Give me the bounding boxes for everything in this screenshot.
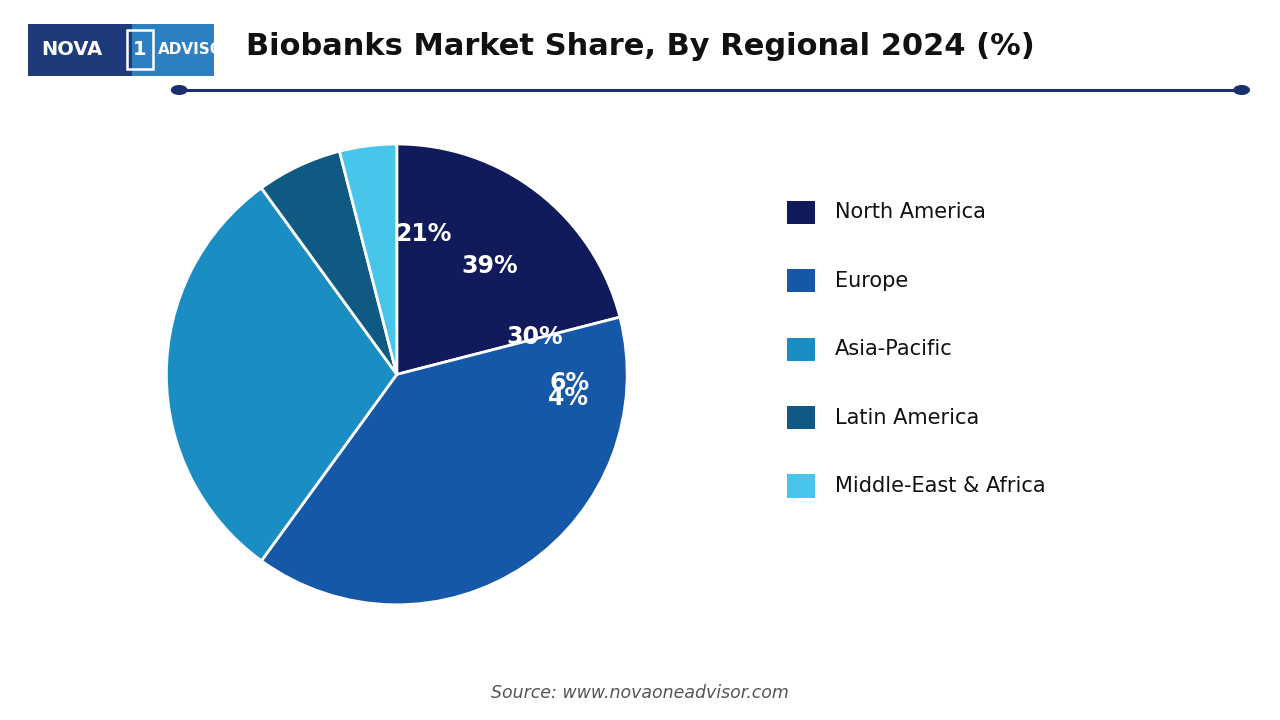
Text: 1: 1 — [133, 40, 147, 59]
Text: Europe: Europe — [835, 271, 908, 291]
Wedge shape — [397, 144, 620, 374]
FancyBboxPatch shape — [28, 24, 132, 76]
Wedge shape — [261, 317, 627, 605]
Text: 30%: 30% — [507, 325, 563, 349]
Text: 4%: 4% — [548, 387, 588, 410]
Wedge shape — [339, 144, 397, 374]
Text: Source: www.novaoneadvisor.com: Source: www.novaoneadvisor.com — [492, 684, 788, 701]
Text: North America: North America — [835, 202, 986, 222]
Text: 39%: 39% — [461, 253, 518, 278]
Text: ADVISOR: ADVISOR — [159, 42, 236, 57]
Text: 6%: 6% — [549, 372, 589, 395]
Text: NOVA: NOVA — [41, 40, 102, 59]
Text: Latin America: Latin America — [835, 408, 979, 428]
Text: Asia-Pacific: Asia-Pacific — [835, 339, 952, 359]
Wedge shape — [261, 151, 397, 374]
FancyBboxPatch shape — [132, 24, 214, 76]
Text: Biobanks Market Share, By Regional 2024 (%): Biobanks Market Share, By Regional 2024 … — [246, 32, 1034, 61]
Text: 21%: 21% — [394, 222, 451, 246]
Text: Middle-East & Africa: Middle-East & Africa — [835, 476, 1046, 496]
Wedge shape — [166, 188, 397, 561]
